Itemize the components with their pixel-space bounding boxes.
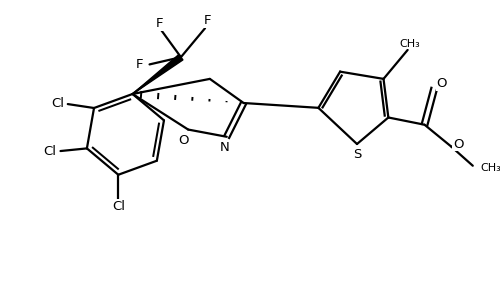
Text: CH₃: CH₃: [480, 163, 500, 173]
Text: CH₃: CH₃: [400, 39, 420, 49]
Text: Cl: Cl: [51, 97, 64, 110]
Text: Cl: Cl: [112, 200, 125, 213]
Text: Cl: Cl: [44, 145, 57, 158]
Text: F: F: [156, 17, 163, 30]
Polygon shape: [132, 55, 183, 94]
Text: F: F: [136, 58, 143, 71]
Text: O: O: [178, 134, 188, 147]
Text: O: O: [436, 77, 446, 90]
Text: F: F: [204, 14, 211, 27]
Text: S: S: [353, 148, 361, 161]
Text: O: O: [453, 138, 464, 151]
Text: N: N: [220, 141, 229, 154]
